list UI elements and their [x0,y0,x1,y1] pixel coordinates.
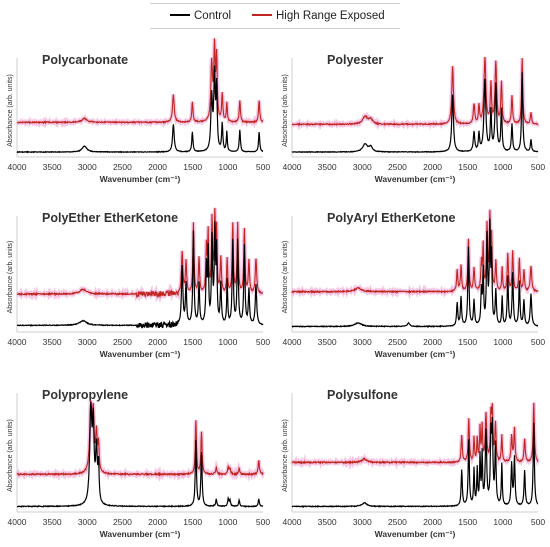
x-axis-label: Wavenumber (cm⁻¹) [100,174,181,184]
y-axis-label: Absorbance (arb. units) [7,74,14,147]
x-tick-label: 1500 [183,337,202,347]
chart-title: Polysulfone [327,388,398,402]
series-control-line [16,65,264,154]
legend-label-exposed: High Range Exposed [276,10,385,22]
x-tick-label: 3500 [318,517,337,527]
chart-panel-2: Polyester Absorbance (arb. units) 4000 3500… [282,53,545,184]
x-tick-label: 1500 [458,517,477,527]
x-tick-label: 2500 [113,162,132,172]
x-tick-label: 2000 [423,517,442,527]
x-tick-label: 4000 [283,162,302,172]
legend-item-exposed: High Range Exposed [252,10,385,22]
series-exposed-line [16,207,264,299]
legend-label-control: Control [194,10,232,22]
x-tick-label: 3000 [78,162,97,172]
chart-panel-1: Polycarbonate Absorbance (arb. units) 4000… [7,38,270,184]
series-exposed-line [16,38,264,125]
x-tick-label: 2500 [388,337,407,347]
x-tick-label: 4000 [283,517,302,527]
x-tick-label: 1000 [493,517,512,527]
x-tick-label: 500 [256,337,270,347]
x-axis-label: Wavenumber (cm⁻¹) [375,174,456,184]
series-exposed-glow [15,400,265,483]
x-tick-label: 3000 [353,337,372,347]
series-control-line [16,221,264,329]
chart-panel-5: Polypropylene Absorbance (arb. units) 4000… [7,388,270,539]
x-tick-label: 2500 [388,517,407,527]
chart-title: Polypropylene [42,388,128,402]
chart-title: PolyEther EtherKetone [42,211,178,225]
chart-title: PolyAryl EtherKetone [327,211,456,225]
series-exposed-line [16,400,264,477]
x-tick-label: 1500 [183,162,202,172]
legend-box: Control High Range Exposed [150,3,400,29]
x-tick-label: 4000 [8,162,27,172]
x-tick-label: 3500 [318,162,337,172]
x-tick-label: 3000 [78,517,97,527]
series-control-line [291,218,539,328]
x-tick-label: 1000 [218,162,237,172]
x-tick-label: 2000 [423,162,442,172]
x-axis-label: Wavenumber (cm⁻¹) [100,529,181,539]
y-axis-label: Absorbance (arb. units) [282,419,289,492]
y-axis-label: Absorbance (arb. units) [282,74,289,147]
x-tick-label: 1000 [218,337,237,347]
y-axis-label: Absorbance (arb. units) [282,241,289,314]
x-tick-label: 1000 [493,337,512,347]
series-control-line [291,416,539,508]
x-axis-label: Wavenumber (cm⁻¹) [375,349,456,359]
legend-item-control: Control [170,10,231,22]
y-axis-label: Absorbance (arb. units) [7,419,14,492]
y-axis-label: Absorbance (arb. units) [7,241,14,314]
chart-panel-6: Polysulfone Absorbance (arb. units) 4000 35… [282,388,545,539]
x-tick-label: 3500 [318,337,337,347]
legend-swatch-exposed [252,13,272,16]
chart-panel-4: PolyAryl EtherKetone Absorbance (arb. uni… [282,209,545,359]
x-tick-label: 500 [256,162,270,172]
x-tick-label: 3000 [78,337,97,347]
x-tick-label: 1000 [493,162,512,172]
series-exposed-line [291,402,539,465]
x-tick-label: 3500 [43,517,62,527]
x-tick-label: 2000 [148,517,167,527]
series-control-line [291,72,539,154]
x-tick-label: 500 [531,162,545,172]
series-exposed-line [291,209,539,295]
x-tick-label: 2500 [113,517,132,527]
series-control-line [17,401,264,508]
x-tick-label: 3000 [353,517,372,527]
x-tick-label: 1000 [218,517,237,527]
chart-title: Polycarbonate [42,53,128,67]
x-tick-label: 3000 [353,162,372,172]
legend-swatch-control [170,13,190,16]
x-tick-label: 1500 [183,517,202,527]
x-tick-label: 500 [531,517,545,527]
x-tick-label: 2000 [148,162,167,172]
x-axis-label: Wavenumber (cm⁻¹) [375,529,456,539]
x-tick-label: 2500 [388,162,407,172]
x-tick-label: 4000 [8,337,27,347]
x-tick-label: 4000 [8,517,27,527]
x-tick-label: 2000 [423,337,442,347]
legend: Control High Range Exposed [0,0,550,30]
x-tick-label: 1500 [458,162,477,172]
x-tick-label: 2500 [113,337,132,347]
x-tick-label: 4000 [283,337,302,347]
x-tick-label: 2000 [148,337,167,347]
chart-panel-3: PolyEther EtherKetone Absorbance (arb. un… [7,207,270,359]
x-tick-label: 3500 [43,337,62,347]
x-tick-label: 500 [531,337,545,347]
x-tick-label: 500 [256,517,270,527]
x-axis-label: Wavenumber (cm⁻¹) [100,349,181,359]
chart-title: Polyester [327,53,383,67]
x-tick-label: 1500 [458,337,477,347]
series-exposed-line [291,56,539,127]
x-tick-label: 3500 [43,162,62,172]
